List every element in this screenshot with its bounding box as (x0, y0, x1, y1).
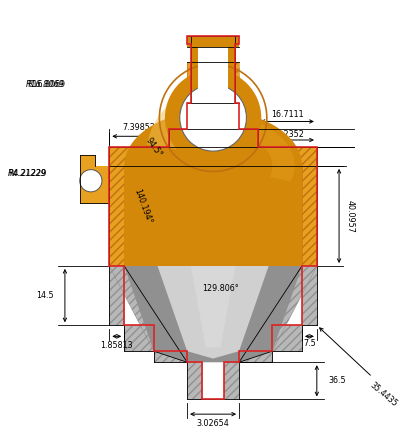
Polygon shape (301, 166, 316, 266)
Text: R16.8069: R16.8069 (26, 80, 65, 89)
Polygon shape (109, 266, 124, 325)
Polygon shape (190, 266, 235, 347)
Text: 40.0957: 40.0957 (345, 199, 354, 233)
Text: 36.5: 36.5 (327, 376, 345, 385)
Polygon shape (301, 266, 316, 325)
Text: 7.5: 7.5 (302, 339, 315, 348)
Circle shape (179, 85, 246, 151)
Text: R4.21229: R4.21229 (8, 169, 46, 178)
Polygon shape (187, 362, 201, 399)
Polygon shape (247, 124, 294, 181)
Polygon shape (198, 47, 227, 103)
Polygon shape (124, 166, 301, 266)
Polygon shape (124, 110, 301, 166)
Text: 35.4435: 35.4435 (367, 381, 398, 409)
Polygon shape (109, 103, 316, 166)
Polygon shape (224, 362, 239, 399)
Text: 14.5: 14.5 (36, 291, 54, 300)
Polygon shape (190, 44, 235, 62)
Text: 16.7111: 16.7111 (270, 109, 303, 119)
Text: 140.194°: 140.194° (132, 188, 153, 225)
Polygon shape (124, 266, 301, 362)
Polygon shape (205, 62, 220, 103)
Text: 11.2352: 11.2352 (270, 130, 303, 139)
Polygon shape (187, 36, 239, 47)
Polygon shape (79, 155, 109, 203)
Circle shape (79, 170, 102, 192)
Polygon shape (109, 166, 124, 266)
Text: 7.39852: 7.39852 (122, 123, 155, 132)
Polygon shape (147, 89, 207, 149)
Polygon shape (154, 351, 187, 362)
Polygon shape (272, 325, 301, 351)
Polygon shape (190, 44, 235, 62)
Polygon shape (79, 155, 109, 203)
Polygon shape (239, 351, 272, 362)
Polygon shape (190, 62, 235, 103)
Text: 129.806°: 129.806° (202, 284, 238, 293)
Text: R4.21229: R4.21229 (8, 169, 46, 178)
Text: 3.02654: 3.02654 (196, 419, 229, 428)
Polygon shape (109, 266, 187, 351)
Polygon shape (187, 62, 239, 103)
Polygon shape (239, 266, 316, 351)
Text: 1.85813: 1.85813 (100, 341, 133, 350)
Text: 94.5°: 94.5° (144, 136, 163, 159)
Polygon shape (124, 325, 154, 351)
Polygon shape (157, 266, 268, 358)
Circle shape (164, 70, 261, 166)
Text: R16.8069: R16.8069 (27, 80, 65, 89)
